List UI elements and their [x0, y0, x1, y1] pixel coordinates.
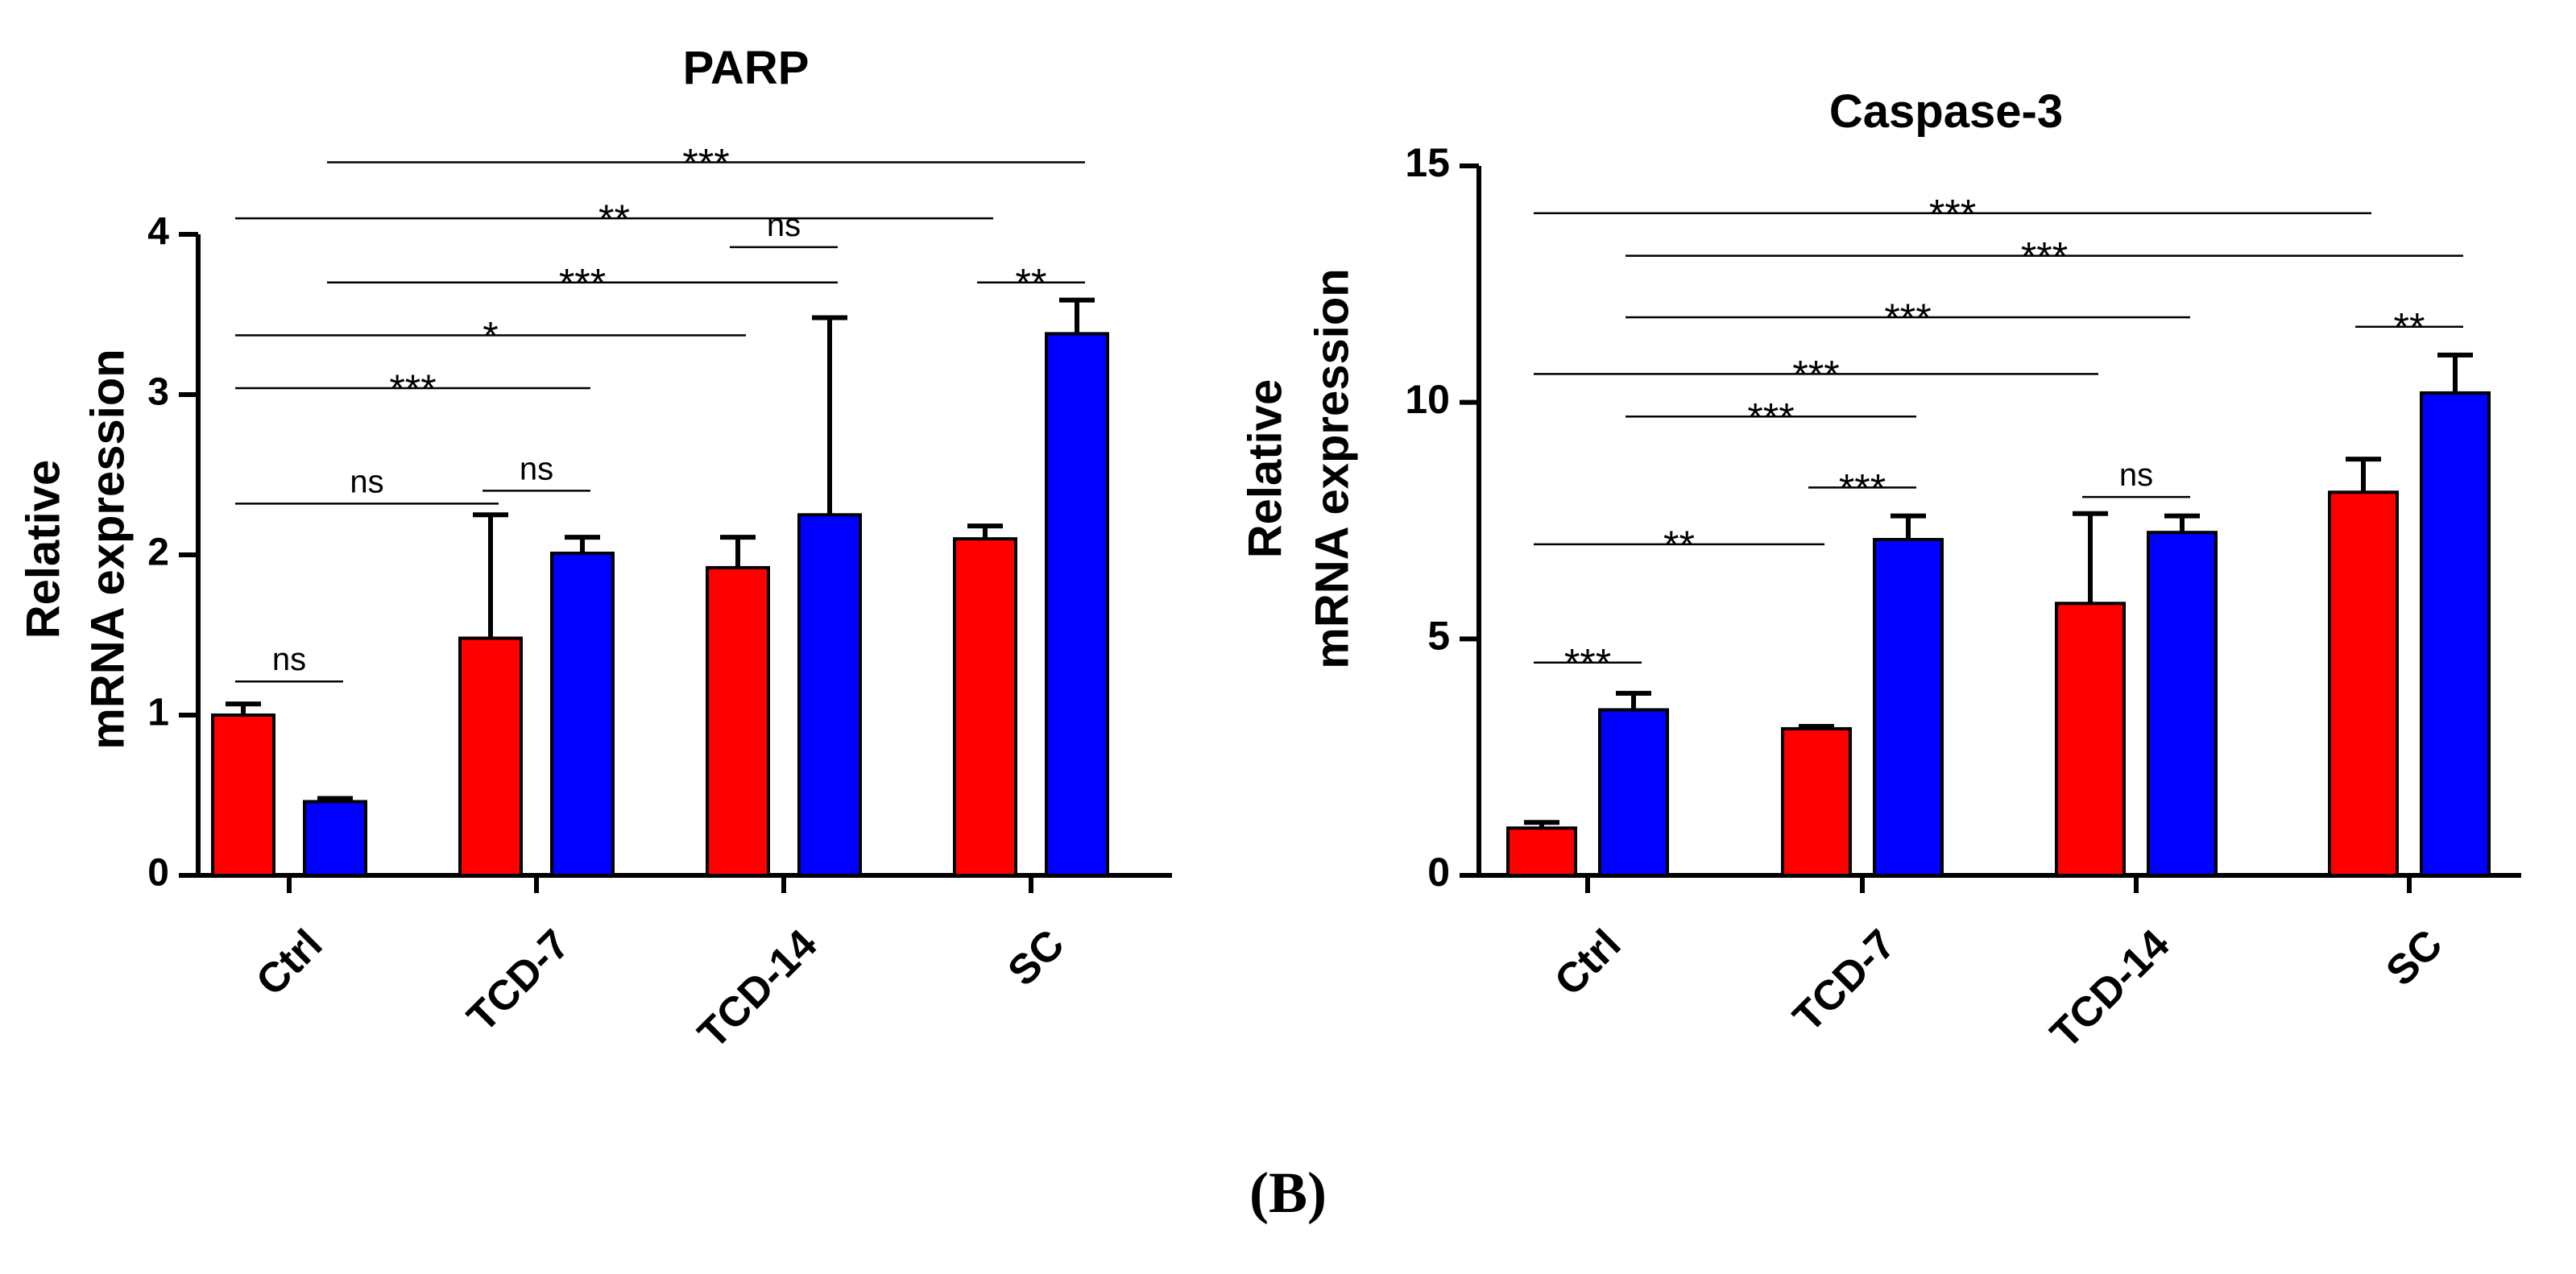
significance-label: ***	[1839, 465, 1886, 511]
y-tick-label: 2	[147, 532, 169, 574]
y-tick-label: 10	[1405, 377, 1450, 422]
significance-label: ns	[272, 642, 306, 677]
significance-label: ***	[1884, 296, 1931, 341]
y-tick-label: 0	[147, 852, 169, 895]
bar	[458, 636, 523, 877]
significance-label: ***	[682, 140, 729, 185]
significance-label: ***	[2021, 234, 2068, 279]
significance-label: ns	[767, 208, 801, 243]
bar	[211, 714, 275, 877]
x-tick-label: SC	[2377, 920, 2451, 995]
bar	[797, 513, 862, 877]
significance-label: ***	[389, 366, 436, 412]
bar	[550, 552, 615, 877]
significance-label: ***	[1792, 352, 1839, 397]
bar	[1506, 826, 1577, 878]
y-axis-label: mRNA expression	[81, 349, 134, 749]
x-tick-label: TCD-7	[1784, 920, 1904, 1040]
bar	[1045, 332, 1109, 877]
y-tick-label: 4	[147, 211, 169, 254]
significance-label: *	[482, 313, 498, 358]
chart-title: PARP	[683, 42, 810, 94]
x-tick-label: TCD-14	[2042, 920, 2179, 1057]
significance-label: ***	[1564, 641, 1611, 686]
significance-label: ***	[1747, 395, 1794, 440]
y-tick-label: 0	[1427, 850, 1450, 895]
x-tick-label: TCD-14	[690, 920, 826, 1057]
bar	[953, 537, 1017, 877]
significance-label: **	[598, 196, 630, 242]
significance-label: ***	[559, 261, 606, 306]
y-axis-label: mRNA expression	[1306, 268, 1358, 668]
bar	[1873, 537, 1944, 877]
x-tick-label: SC	[999, 920, 1073, 995]
significance-label: **	[2394, 305, 2425, 350]
y-tick-label: 5	[1427, 614, 1450, 659]
y-tick-label: 1	[147, 692, 169, 734]
y-axis-label: Relative	[1239, 379, 1291, 558]
chart-title: Caspase-3	[1829, 85, 2063, 138]
bar	[1598, 708, 1669, 878]
x-tick-label: Ctrl	[1546, 920, 1630, 1004]
bar	[2420, 391, 2491, 878]
bar	[2328, 490, 2399, 877]
y-axis-label: Relative	[17, 460, 69, 639]
bar	[2147, 531, 2218, 878]
y-tick-label: 3	[147, 371, 169, 414]
significance-label: **	[1016, 261, 1047, 306]
y-tick-label: 15	[1405, 140, 1450, 185]
significance-label: ***	[1929, 192, 1976, 237]
significance-label: ns	[2119, 457, 2153, 493]
bar	[2055, 602, 2126, 877]
x-tick-label: Ctrl	[247, 920, 331, 1004]
x-tick-label: TCD-7	[458, 920, 578, 1040]
significance-label: **	[1663, 523, 1695, 568]
panel-label: (B)	[1249, 1160, 1327, 1225]
bar	[1781, 726, 1852, 878]
bar	[303, 800, 367, 878]
bar	[706, 565, 770, 877]
significance-label: ns	[350, 464, 383, 499]
chart-caspase-3: Caspase-3 Relative mRNA expression 0 5 10 15 Ct…	[1239, 85, 2521, 1057]
significance-label: ns	[520, 451, 553, 486]
chart-parp: PARP Relative mRNA expression 0 1 2 3 4 Ctrl TCD-…	[17, 42, 1172, 1057]
